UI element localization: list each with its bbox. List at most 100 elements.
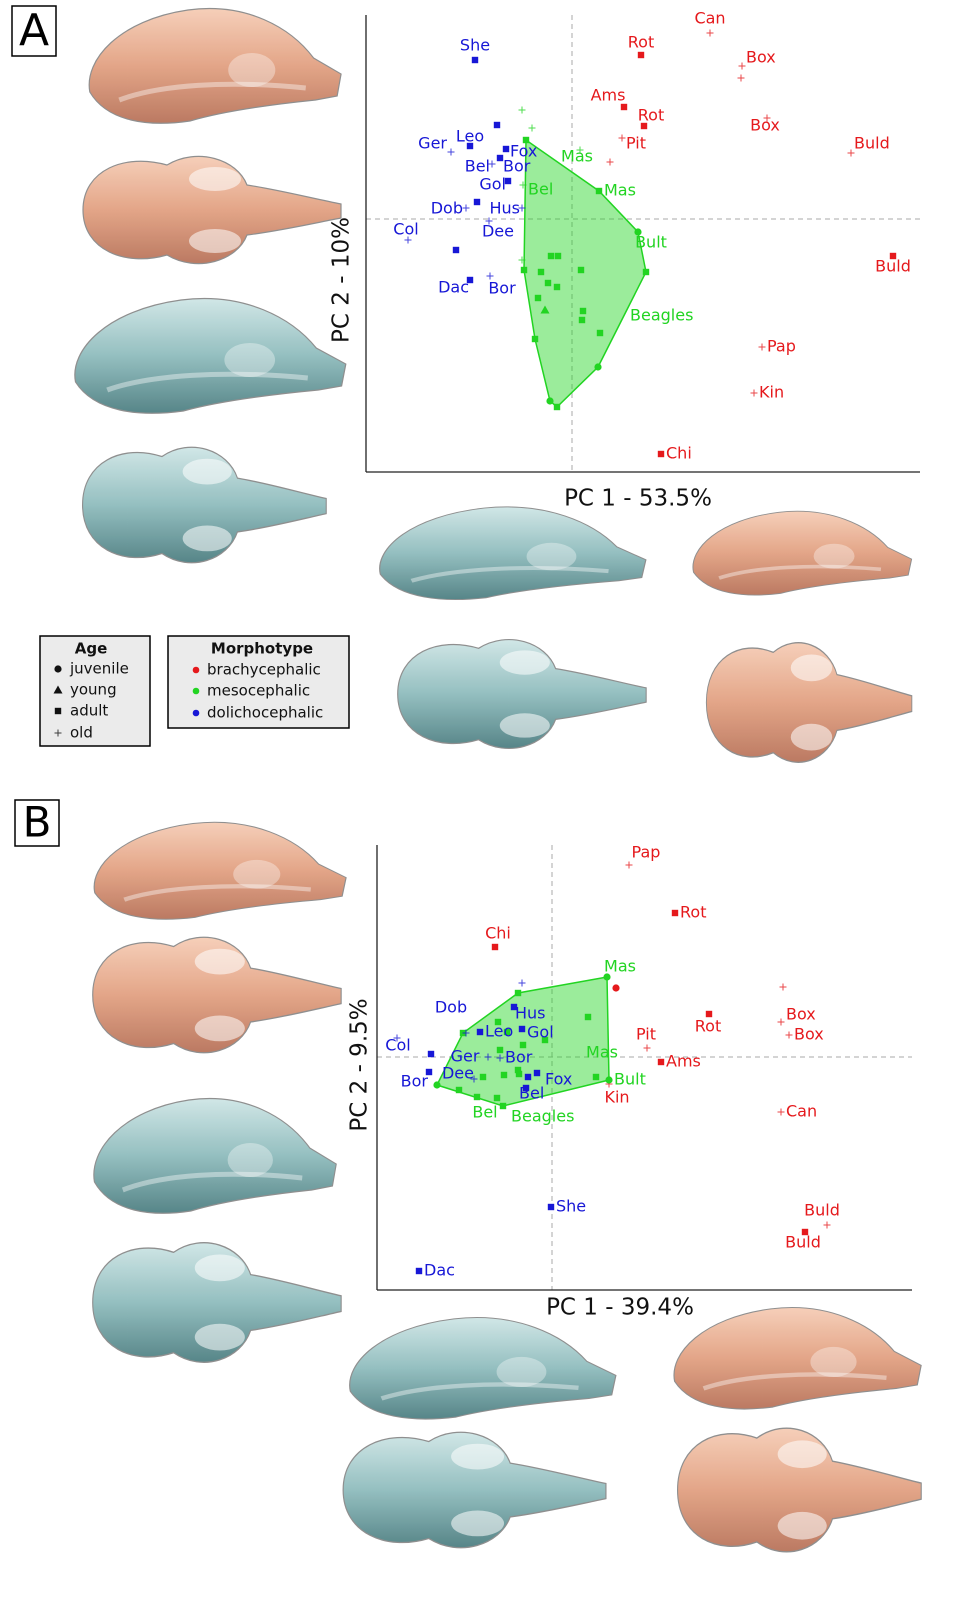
y-axis-label: PC 2 - 9.5% [347, 998, 373, 1131]
point [593, 1074, 599, 1080]
page: {"panel_labels": ["A", "B"], "age_legend… [0, 0, 968, 1614]
point [780, 984, 787, 991]
point-label: She [556, 1197, 586, 1216]
point [778, 1019, 785, 1026]
point-label: Beagles [511, 1107, 574, 1126]
skull-lateral [674, 1308, 921, 1409]
point [534, 1070, 540, 1076]
skull-lateral [350, 1318, 616, 1419]
point-label: Dob [435, 998, 467, 1017]
point-label: Box [794, 1025, 824, 1044]
legend-title: Age [75, 640, 108, 658]
point-label: Hus [515, 1004, 546, 1023]
legend-marker [55, 708, 61, 714]
point [494, 122, 500, 128]
point [480, 1074, 486, 1080]
skull-lateral [94, 1099, 336, 1214]
point [644, 1045, 651, 1052]
point [638, 52, 644, 58]
point-label: Bor [488, 279, 516, 298]
panel-label: B [23, 798, 52, 847]
point-label: Bel [472, 1103, 497, 1122]
point [463, 205, 470, 212]
point-label: Rot [695, 1017, 721, 1036]
point [594, 363, 601, 370]
panel-label: A [19, 5, 49, 56]
point-label: Buld [785, 1233, 821, 1252]
point [548, 253, 554, 259]
x-axis-label: PC 1 - 39.4% [546, 1295, 694, 1321]
point [621, 104, 627, 110]
point-label: Mas [586, 1043, 618, 1062]
point [500, 1103, 506, 1109]
point [519, 107, 526, 114]
point [554, 284, 560, 290]
point-label: Bel [519, 1084, 544, 1103]
point [433, 1081, 440, 1088]
point [738, 75, 745, 82]
point [519, 1026, 525, 1032]
point [555, 253, 561, 259]
skull-dorsal [398, 640, 646, 749]
point-label: Can [694, 9, 725, 28]
point-label: Bor [505, 1048, 533, 1067]
point-label: Bult [635, 233, 667, 252]
point [474, 199, 480, 205]
point-label: Bel [528, 180, 553, 199]
legend-label: brachycephalic [207, 661, 321, 679]
point-label: Mas [561, 147, 593, 166]
point [605, 1076, 612, 1083]
point [580, 308, 586, 314]
point-label: Bor [503, 157, 531, 176]
point [578, 267, 584, 273]
y-axis-label: PC 2 - 10% [329, 217, 355, 343]
skull-dorsal [83, 156, 341, 263]
skull-dorsal [93, 937, 341, 1052]
point [456, 1087, 462, 1093]
point [545, 280, 551, 286]
point-label: Ger [451, 1047, 480, 1066]
point-label: Dac [424, 1261, 455, 1280]
legend-label: mesocephalic [207, 682, 310, 700]
legend-marker [193, 688, 200, 695]
point [428, 1051, 434, 1057]
point [546, 397, 553, 404]
legend-label: old [70, 724, 93, 742]
point [453, 247, 459, 253]
point-label: Box [750, 116, 780, 135]
point-label: Fox [545, 1070, 572, 1089]
point-label: Chi [485, 924, 511, 943]
point [612, 984, 619, 991]
point [579, 317, 585, 323]
point-label: Ams [666, 1052, 701, 1071]
legend-label: adult [70, 702, 108, 720]
point-label: Buld [804, 1201, 840, 1220]
point-label: Can [786, 1102, 817, 1121]
point-label: Buld [854, 134, 890, 153]
point [626, 862, 633, 869]
point [824, 1222, 831, 1229]
point [501, 1072, 507, 1078]
point-label: Box [746, 48, 776, 67]
point-label: Kin [604, 1088, 629, 1107]
point-label: Bor [401, 1072, 429, 1091]
point [477, 1029, 483, 1035]
point [492, 944, 498, 950]
point-label: Ams [591, 86, 626, 105]
skull-lateral [75, 299, 346, 414]
point [672, 910, 678, 916]
point-label: Gol [479, 175, 506, 194]
point [538, 269, 544, 275]
skull-lateral [89, 9, 341, 124]
point-label: Leo [485, 1022, 513, 1041]
point-label: Pap [632, 843, 661, 862]
skull-dorsal [343, 1432, 606, 1547]
point [658, 1059, 664, 1065]
legend-marker [193, 667, 200, 674]
point-label: Box [786, 1005, 816, 1024]
point-label: Leo [456, 127, 484, 146]
point [597, 330, 603, 336]
point [786, 1032, 793, 1039]
skull-lateral [380, 507, 646, 600]
point-label: Kin [759, 383, 784, 402]
